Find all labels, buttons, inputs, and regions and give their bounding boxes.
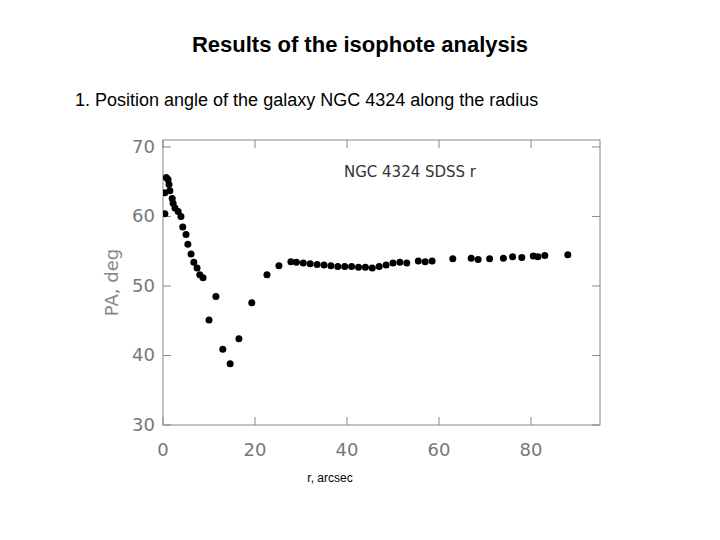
point <box>509 253 516 260</box>
x-tick-top <box>531 140 532 148</box>
point <box>390 260 397 267</box>
x-tick <box>347 417 348 425</box>
y-tick-label: 30 <box>132 414 155 435</box>
slide-title: Results of the isophote analysis <box>192 32 528 57</box>
point <box>468 255 475 262</box>
point <box>163 210 168 217</box>
x-tick-top <box>255 140 256 148</box>
x-tick-label: 40 <box>336 439 359 460</box>
point <box>541 252 548 259</box>
point <box>263 271 270 278</box>
point <box>486 255 493 262</box>
point <box>219 346 226 353</box>
point <box>235 335 242 342</box>
slide: Results of the isophote analysis 1. Posit… <box>0 0 720 540</box>
plot-frame <box>163 140 600 425</box>
x-tick-top <box>439 140 440 148</box>
y-tick-label: 50 <box>132 275 155 296</box>
point <box>422 258 429 265</box>
point <box>166 187 173 194</box>
point <box>275 262 282 269</box>
point <box>227 360 234 367</box>
x-tick <box>439 417 440 425</box>
x-tick-label: 80 <box>520 439 543 460</box>
y-tick-label: 70 <box>132 136 155 157</box>
point <box>396 259 403 266</box>
y-tick-right <box>592 355 600 356</box>
point <box>165 181 172 188</box>
point <box>300 260 307 267</box>
x-tick <box>531 417 532 425</box>
point <box>327 262 334 269</box>
point <box>188 251 195 258</box>
y-tick <box>163 146 171 147</box>
point <box>194 264 201 271</box>
point <box>415 257 422 264</box>
y-tick-label: 40 <box>132 344 155 365</box>
point <box>341 263 348 270</box>
point <box>334 263 341 270</box>
chart-title: NGC 4324 SDSS r <box>344 163 477 181</box>
point <box>369 264 376 271</box>
point <box>248 299 255 306</box>
y-tick <box>163 355 171 356</box>
y-tick <box>163 285 171 286</box>
y-tick-right <box>592 425 600 426</box>
point <box>534 253 541 260</box>
point <box>200 274 207 281</box>
x-tick <box>255 417 256 425</box>
point <box>518 254 525 261</box>
point <box>184 241 191 248</box>
point <box>376 263 383 270</box>
point <box>348 263 355 270</box>
x-tick-label: 60 <box>428 439 451 460</box>
y-tick-right <box>592 216 600 217</box>
point <box>362 264 369 271</box>
point <box>177 213 184 220</box>
x-tick-label: 20 <box>244 439 267 460</box>
y-axis-label: PA, deg <box>101 249 122 316</box>
point <box>307 260 314 267</box>
point <box>355 264 362 271</box>
y-tick-right <box>592 146 600 147</box>
point <box>383 262 390 269</box>
x-axis-label: r, arcsec <box>307 471 352 485</box>
point <box>314 261 321 268</box>
point <box>449 255 456 262</box>
x-tick-top <box>347 140 348 148</box>
point <box>321 262 328 269</box>
point <box>293 259 300 266</box>
y-tick <box>163 425 171 426</box>
point <box>183 231 190 238</box>
point <box>429 257 436 264</box>
points <box>163 174 571 367</box>
point <box>475 256 482 263</box>
y-tick-right <box>592 285 600 286</box>
point <box>403 260 410 267</box>
x-tick-label: 0 <box>157 439 168 460</box>
point <box>179 223 186 230</box>
point <box>206 317 213 324</box>
point <box>212 293 219 300</box>
point <box>564 251 571 258</box>
slide-subtitle: 1. Position angle of the galaxy NGC 4324… <box>75 90 538 110</box>
x-tick <box>163 417 164 425</box>
y-tick-label: 60 <box>132 205 155 226</box>
point <box>500 255 507 262</box>
